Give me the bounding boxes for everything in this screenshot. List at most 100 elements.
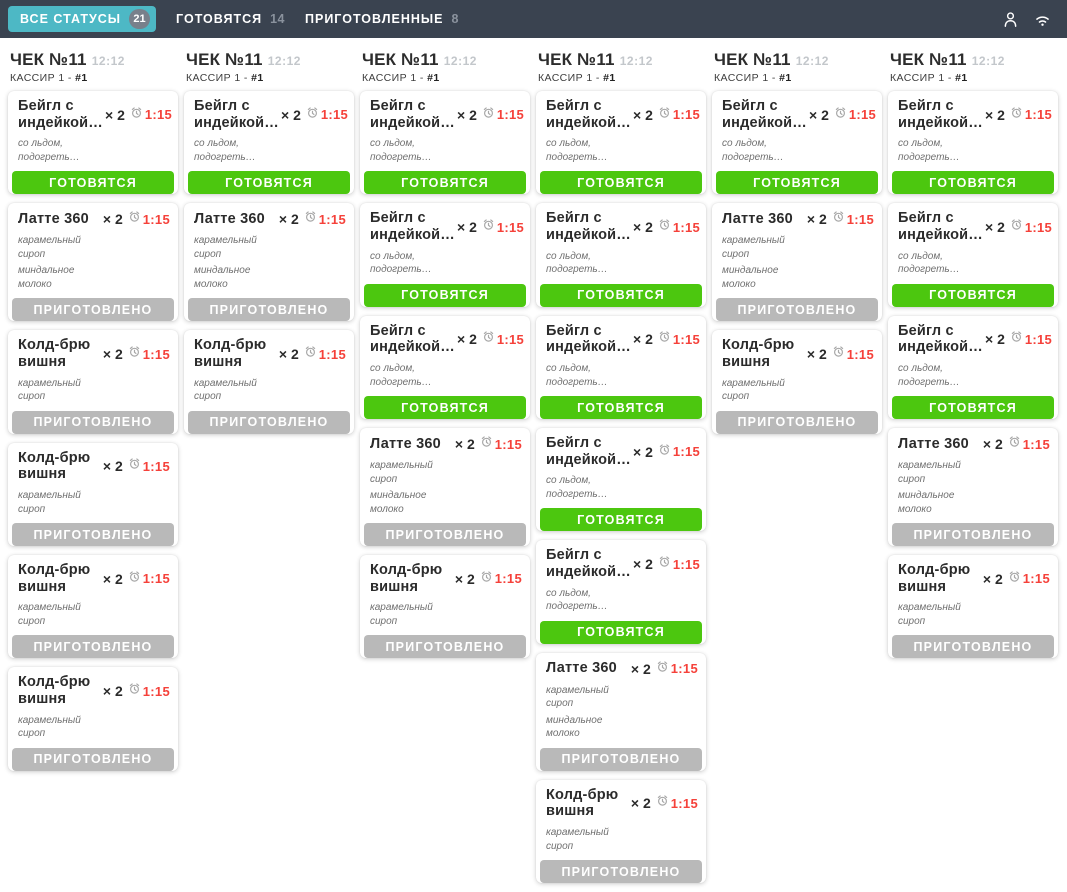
modifier: со льдом, подогреть…	[722, 138, 784, 163]
modifier: карамельный сироп	[194, 235, 257, 260]
alarm-icon	[658, 555, 671, 573]
cashier-name: КАССИР 1 -	[890, 72, 956, 84]
item-modifiers: со льдом, подогреть…	[888, 244, 1058, 282]
status-button-done[interactable]: ПРИГОТОВЛЕНО	[540, 860, 702, 884]
timer-value: 1:15	[496, 219, 525, 235]
order-column: ЧЕК №11 12:12 КАССИР 1 - #1 Бейгл с индейко…	[360, 48, 530, 667]
item-title: Бейгл с индейкой…	[546, 547, 631, 581]
tab-label: ВСЕ СТАТУСЫ	[20, 12, 122, 26]
item-quantity: × 2	[102, 570, 123, 587]
alarm-icon	[658, 106, 671, 124]
status-button-done[interactable]: ПРИГОТОВЛЕНО	[716, 410, 878, 434]
modifier: карамельный сироп	[722, 377, 785, 403]
item-title: Бейгл с индейкой…	[898, 322, 983, 356]
item-timer: 1:15	[130, 106, 172, 124]
order-card: Бейгл с индейкой… × 2 1:15 со льдом, подогр…	[712, 91, 882, 195]
item-timer: 1:15	[832, 345, 874, 363]
tab-done[interactable]: ПРИГОТОВЛЕННЫЕ 8	[305, 12, 459, 26]
status-button-done[interactable]: ПРИГОТОВЛЕНО	[12, 523, 174, 547]
wifi-icon[interactable]	[1032, 10, 1053, 29]
timer-value: 1:15	[142, 458, 170, 474]
status-button-preparing[interactable]: ГОТОВЯТСЯ	[892, 171, 1054, 195]
tab-all[interactable]: ВСЕ СТАТУСЫ 21	[8, 6, 157, 32]
status-button-done[interactable]: ПРИГОТОВЛЕНО	[364, 635, 526, 659]
modifier: карамельный сироп	[18, 490, 81, 515]
check-title: ЧЕК №11 12:12	[890, 50, 1056, 70]
status-button-done[interactable]: ПРИГОТОВЛЕНО	[892, 523, 1054, 547]
modifier: миндальное молоко	[722, 265, 779, 290]
modifier: со льдом, подогреть…	[546, 250, 608, 276]
item-quantity: × 2	[985, 219, 1005, 236]
timer-value: 1:15	[496, 107, 525, 123]
status-button-done[interactable]: ПРИГОТОВЛЕНО	[12, 298, 174, 322]
modifier: со льдом, подогреть…	[546, 363, 608, 388]
item-header-row: Латте 360 × 2 1:15	[8, 210, 178, 228]
item-timer: 1:15	[1008, 435, 1050, 453]
status-button-done[interactable]: ПРИГОТОВЛЕНО	[188, 298, 350, 322]
item-timer: 1:15	[1010, 106, 1052, 124]
item-timer: 1:15	[658, 106, 700, 124]
tab-preparing[interactable]: ГОТОВЯТСЯ 14	[176, 12, 285, 26]
status-button-done[interactable]: ПРИГОТОВЛЕНО	[892, 635, 1054, 659]
status-button-preparing[interactable]: ГОТОВЯТСЯ	[892, 396, 1054, 420]
timer-value: 1:15	[1024, 331, 1053, 347]
timer-value: 1:15	[144, 107, 173, 123]
status-button-preparing[interactable]: ГОТОВЯТСЯ	[540, 620, 702, 644]
timer-value: 1:15	[494, 436, 522, 452]
alarm-icon	[1010, 330, 1023, 348]
item-timer: 1:15	[304, 345, 346, 363]
timer-value: 1:15	[846, 211, 874, 227]
item-timer: 1:15	[658, 330, 700, 348]
status-button-done[interactable]: ПРИГОТОВЛЕНО	[12, 410, 174, 434]
modifier: со льдом, подогреть…	[898, 250, 960, 276]
modifier: карамельный сироп	[370, 460, 433, 485]
status-button-preparing[interactable]: ГОТОВЯТСЯ	[364, 171, 526, 195]
status-button-preparing[interactable]: ГОТОВЯТСЯ	[188, 171, 350, 195]
status-button-done[interactable]: ПРИГОТОВЛЕНО	[540, 747, 702, 771]
modifier: со льдом, подогреть…	[370, 363, 432, 388]
alarm-icon	[832, 210, 845, 228]
status-button-preparing[interactable]: ГОТОВЯТСЯ	[364, 283, 526, 307]
status-button-done[interactable]: ПРИГОТОВЛЕНО	[12, 747, 174, 771]
order-board: ЧЕК №11 12:12 КАССИР 1 - #1 Бейгл с индейко…	[0, 38, 1067, 892]
order-card: Бейгл с индейкой… × 2 1:15 со льдом, подогр…	[536, 540, 706, 644]
order-card: Бейгл с индейкой… × 2 1:15 со льдом, подогр…	[360, 91, 530, 195]
item-modifiers: карамельный сироп миндальное молоко	[712, 228, 882, 296]
item-quantity: × 2	[985, 331, 1005, 348]
item-quantity: × 2	[278, 211, 299, 228]
status-button-preparing[interactable]: ГОТОВЯТСЯ	[540, 171, 702, 195]
status-button-done[interactable]: ПРИГОТОВЛЕНО	[188, 410, 350, 434]
modifier: со льдом, подогреть…	[18, 138, 80, 163]
alarm-icon	[1008, 570, 1021, 588]
status-button-preparing[interactable]: ГОТОВЯТСЯ	[540, 283, 702, 307]
order-column: ЧЕК №11 12:12 КАССИР 1 - #1 Бейгл с индейко…	[712, 48, 882, 443]
order-card: Латте 360 × 2 1:15 карамельный сироп миндаль…	[536, 652, 706, 771]
status-button-preparing[interactable]: ГОТОВЯТСЯ	[716, 171, 878, 195]
order-card: Бейгл с индейкой… × 2 1:15 со льдом, подогр…	[536, 203, 706, 307]
status-button-preparing[interactable]: ГОТОВЯТСЯ	[12, 171, 174, 195]
item-title: Колд-брю вишня	[898, 562, 971, 595]
status-button-done[interactable]: ПРИГОТОВЛЕНО	[12, 635, 174, 659]
modifier: миндальное молоко	[370, 490, 427, 515]
status-button-done[interactable]: ПРИГОТОВЛЕНО	[716, 298, 878, 322]
timer-value: 1:15	[848, 107, 877, 123]
user-icon[interactable]	[1001, 10, 1020, 29]
item-header-row: Бейгл с индейкой… × 2 1:15	[536, 210, 706, 243]
alarm-icon	[658, 443, 671, 461]
item-modifiers: со льдом, подогреть…	[536, 581, 706, 619]
status-button-preparing[interactable]: ГОТОВЯТСЯ	[540, 508, 702, 532]
status-button-preparing[interactable]: ГОТОВЯТСЯ	[892, 283, 1054, 307]
status-button-done[interactable]: ПРИГОТОВЛЕНО	[364, 523, 526, 547]
status-button-preparing[interactable]: ГОТОВЯТСЯ	[540, 396, 702, 420]
item-quantity: × 2	[633, 443, 653, 460]
item-modifiers: со льдом, подогреть…	[536, 468, 706, 506]
item-quantity: × 2	[102, 346, 123, 363]
cashier-order-number: #1	[75, 72, 88, 84]
status-button-preparing[interactable]: ГОТОВЯТСЯ	[364, 396, 526, 420]
item-title: Бейгл с индейкой…	[898, 210, 983, 244]
alarm-icon	[304, 210, 317, 228]
status-tabs: ВСЕ СТАТУСЫ 21 ГОТОВЯТСЯ 14 ПРИГОТОВЛЕННЫЕ 8	[8, 6, 459, 32]
item-modifiers: карамельный сироп	[8, 595, 178, 633]
order-column: ЧЕК №11 12:12 КАССИР 1 - #1 Бейгл с индейко…	[184, 48, 354, 443]
item-quantity: × 2	[982, 570, 1003, 587]
